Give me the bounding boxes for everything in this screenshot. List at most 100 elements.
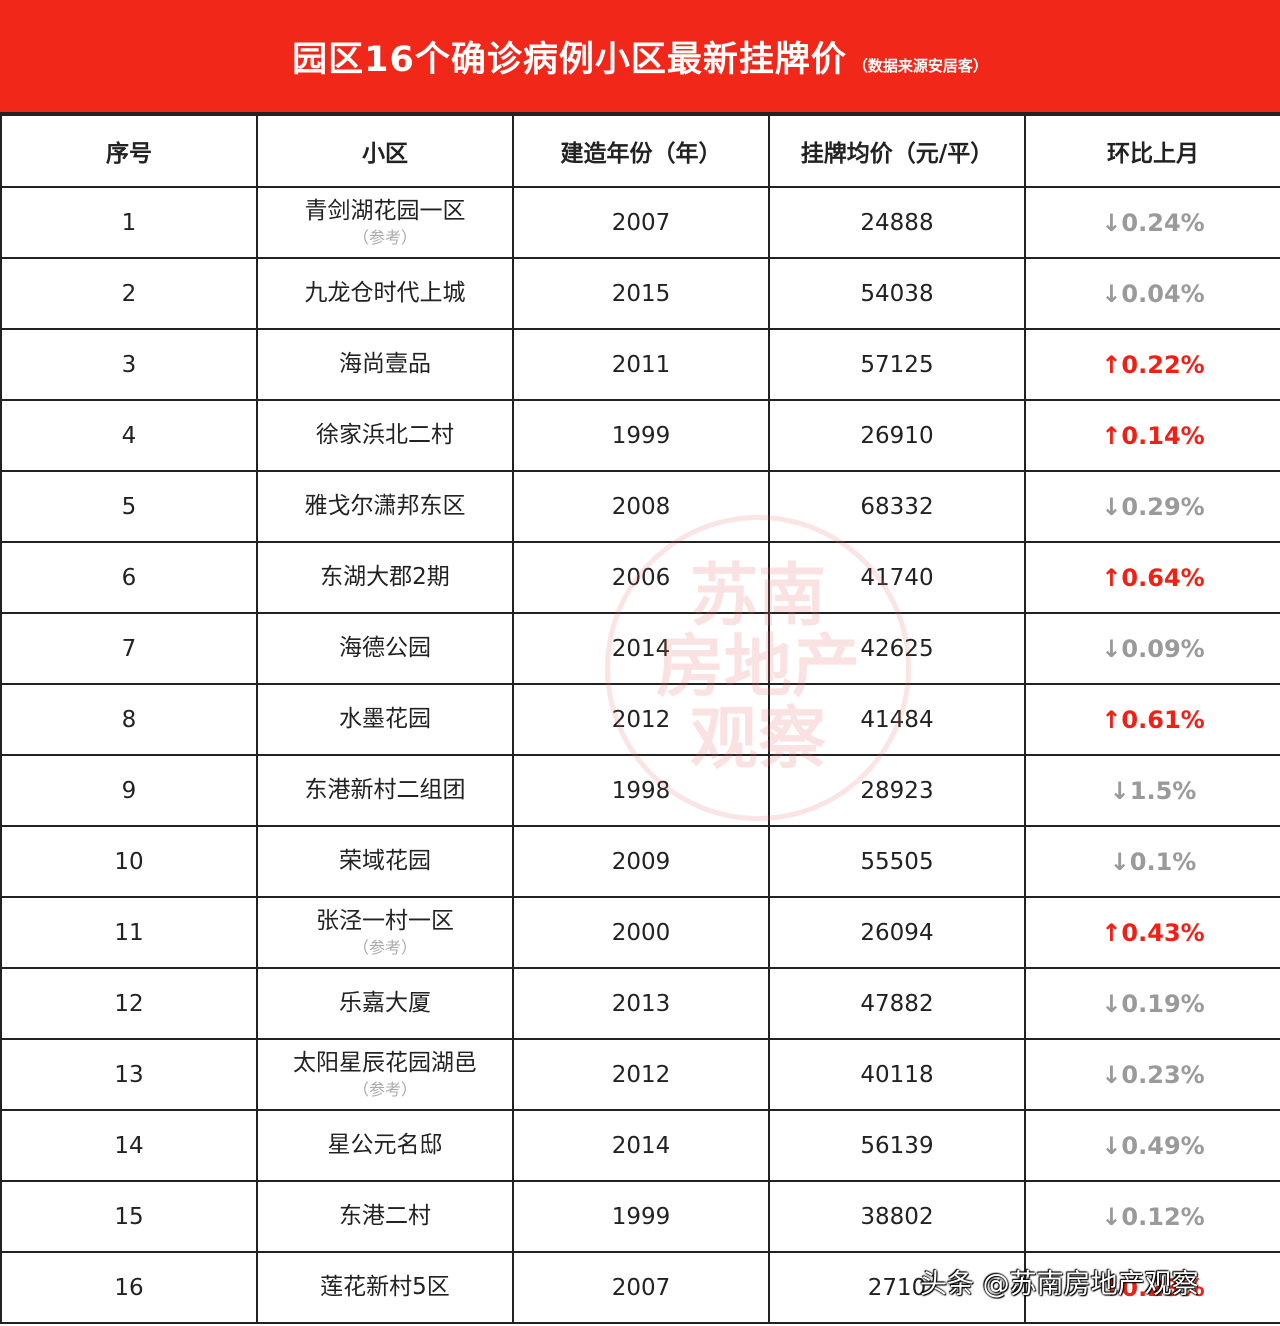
build-year-cell: 2013 xyxy=(512,967,770,1040)
community-name: 海尚壹品 xyxy=(339,350,431,377)
build-year-cell: 2011 xyxy=(512,328,770,401)
community-name: 乐嘉大厦 xyxy=(339,989,431,1016)
column-header-no: 序号 xyxy=(0,114,258,188)
community-name-cell: 太阳星辰花园湖邑 （参考） xyxy=(256,1038,514,1111)
reference-note: （参考） xyxy=(352,937,417,957)
reference-note: （参考） xyxy=(352,1079,417,1099)
community-name-cell: 东湖大郡2期 xyxy=(256,541,514,614)
build-year-cell: 2007 xyxy=(512,186,770,259)
column-header-year: 建造年份（年） xyxy=(512,114,770,188)
community-name-cell: 星公元名邸 xyxy=(256,1109,514,1182)
change-up-value: ↑0.43% xyxy=(1101,918,1205,947)
table-row: 16 莲花新村5区 2007 2710 ↑0.23% xyxy=(0,1251,1280,1324)
footer-watermark: 头条 @苏南房地产观察 xyxy=(920,1269,1199,1300)
table-row: 12 乐嘉大厦 2013 47882 ↓0.19% xyxy=(0,967,1280,1040)
change-down-value: ↓0.23% xyxy=(1101,1060,1205,1089)
row-number-cell: 10 xyxy=(0,825,258,898)
community-name-cell: 莲花新村5区 xyxy=(256,1251,514,1324)
table-row: 8 水墨花园 2012 41484 ↑0.61% xyxy=(0,683,1280,756)
row-number-cell: 15 xyxy=(0,1180,258,1253)
row-number-cell: 16 xyxy=(0,1251,258,1324)
community-name-cell: 九龙仓时代上城 xyxy=(256,257,514,330)
table-header-row: 序号 小区 建造年份（年） 挂牌均价（元/平） 环比上月 xyxy=(0,114,1280,188)
column-header-price: 挂牌均价（元/平） xyxy=(768,114,1026,188)
row-number-cell: 2 xyxy=(0,257,258,330)
table-row: 9 东港新村二组团 1998 28923 ↓1.5% xyxy=(0,754,1280,827)
community-name-cell: 徐家浜北二村 xyxy=(256,399,514,472)
community-name: 太阳星辰花园湖邑 xyxy=(293,1050,477,1077)
community-name: 东港新村二组团 xyxy=(304,776,466,803)
table-row: 1 青剑湖花园一区 （参考） 2007 24888 ↓0.24% xyxy=(0,186,1280,259)
change-down-value: ↓0.49% xyxy=(1101,1131,1205,1160)
title-bar: 园区16个确诊病例小区最新挂牌价 （数据来源安居客） xyxy=(0,0,1280,114)
month-change-cell: ↑0.64% xyxy=(1024,541,1280,614)
row-number-cell: 11 xyxy=(0,896,258,969)
build-year-cell: 2012 xyxy=(512,1038,770,1111)
month-change-cell: ↑0.23% xyxy=(1024,1251,1280,1324)
row-number-cell: 12 xyxy=(0,967,258,1040)
page-title: 园区16个确诊病例小区最新挂牌价 xyxy=(292,39,847,80)
row-number-cell: 3 xyxy=(0,328,258,401)
month-change-cell: ↓0.09% xyxy=(1024,612,1280,685)
change-down-value: ↓0.04% xyxy=(1101,279,1205,308)
table-row: 5 雅戈尔潇邦东区 2008 68332 ↓0.29% xyxy=(0,470,1280,543)
month-change-cell: ↑0.43% xyxy=(1024,896,1280,969)
community-name: 东湖大郡2期 xyxy=(320,563,450,590)
row-number-cell: 4 xyxy=(0,399,258,472)
build-year-cell: 2000 xyxy=(512,896,770,969)
month-change-cell: ↓0.04% xyxy=(1024,257,1280,330)
reference-note: （参考） xyxy=(352,227,417,247)
community-name-cell: 乐嘉大厦 xyxy=(256,967,514,1040)
table-row: 15 东港二村 1999 38802 ↓0.12% xyxy=(0,1180,1280,1253)
change-up-value: ↑0.23% xyxy=(1101,1273,1205,1302)
row-number-cell: 1 xyxy=(0,186,258,259)
change-down-value: ↓0.1% xyxy=(1109,847,1197,876)
build-year-cell: 2012 xyxy=(512,683,770,756)
listing-price-cell: 24888 xyxy=(768,186,1026,259)
build-year-cell: 2006 xyxy=(512,541,770,614)
month-change-cell: ↓0.29% xyxy=(1024,470,1280,543)
community-name: 徐家浜北二村 xyxy=(316,421,454,448)
build-year-cell: 2008 xyxy=(512,470,770,543)
row-number-cell: 9 xyxy=(0,754,258,827)
community-name-cell: 海德公园 xyxy=(256,612,514,685)
month-change-cell: ↓0.49% xyxy=(1024,1109,1280,1182)
table-row: 7 海德公园 2014 42625 ↓0.09% xyxy=(0,612,1280,685)
community-name: 水墨花园 xyxy=(339,705,431,732)
change-down-value: ↓0.09% xyxy=(1101,634,1205,663)
change-down-value: ↓0.29% xyxy=(1101,492,1205,521)
community-name: 雅戈尔潇邦东区 xyxy=(304,492,466,519)
community-name: 海德公园 xyxy=(339,634,431,661)
table-row: 14 星公元名邸 2014 56139 ↓0.49% xyxy=(0,1109,1280,1182)
row-number-cell: 6 xyxy=(0,541,258,614)
build-year-cell: 2015 xyxy=(512,257,770,330)
price-table: 序号 小区 建造年份（年） 挂牌均价（元/平） 环比上月 1 青剑湖花园一区 （参考… xyxy=(0,114,1280,1324)
community-name-cell: 雅戈尔潇邦东区 xyxy=(256,470,514,543)
row-number-cell: 13 xyxy=(0,1038,258,1111)
table-row: 10 荣域花园 2009 55505 ↓0.1% xyxy=(0,825,1280,898)
build-year-cell: 1998 xyxy=(512,754,770,827)
change-up-value: ↑0.64% xyxy=(1101,563,1205,592)
listing-price-cell: 41740 xyxy=(768,541,1026,614)
community-name-cell: 东港二村 xyxy=(256,1180,514,1253)
listing-price-cell: 40118 xyxy=(768,1038,1026,1111)
community-name-cell: 东港新村二组团 xyxy=(256,754,514,827)
month-change-cell: ↓0.12% xyxy=(1024,1180,1280,1253)
table-row: 6 东湖大郡2期 2006 41740 ↑0.64% xyxy=(0,541,1280,614)
listing-price-cell: 38802 xyxy=(768,1180,1026,1253)
row-number-cell: 5 xyxy=(0,470,258,543)
month-change-cell: ↓1.5% xyxy=(1024,754,1280,827)
community-name-cell: 水墨花园 xyxy=(256,683,514,756)
listing-price-cell: 28923 xyxy=(768,754,1026,827)
table-body: 1 青剑湖花园一区 （参考） 2007 24888 ↓0.24% 2 九龙仓时代上城 2015 5… xyxy=(0,186,1280,1324)
row-number-cell: 8 xyxy=(0,683,258,756)
month-change-cell: ↓0.24% xyxy=(1024,186,1280,259)
row-number-cell: 14 xyxy=(0,1109,258,1182)
table-row: 3 海尚壹品 2011 57125 ↑0.22% xyxy=(0,328,1280,401)
month-change-cell: ↑0.22% xyxy=(1024,328,1280,401)
build-year-cell: 2014 xyxy=(512,612,770,685)
listing-price-cell: 41484 xyxy=(768,683,1026,756)
build-year-cell: 1999 xyxy=(512,399,770,472)
change-down-value: ↓0.19% xyxy=(1101,989,1205,1018)
listing-price-cell: 2710 xyxy=(768,1251,1026,1324)
